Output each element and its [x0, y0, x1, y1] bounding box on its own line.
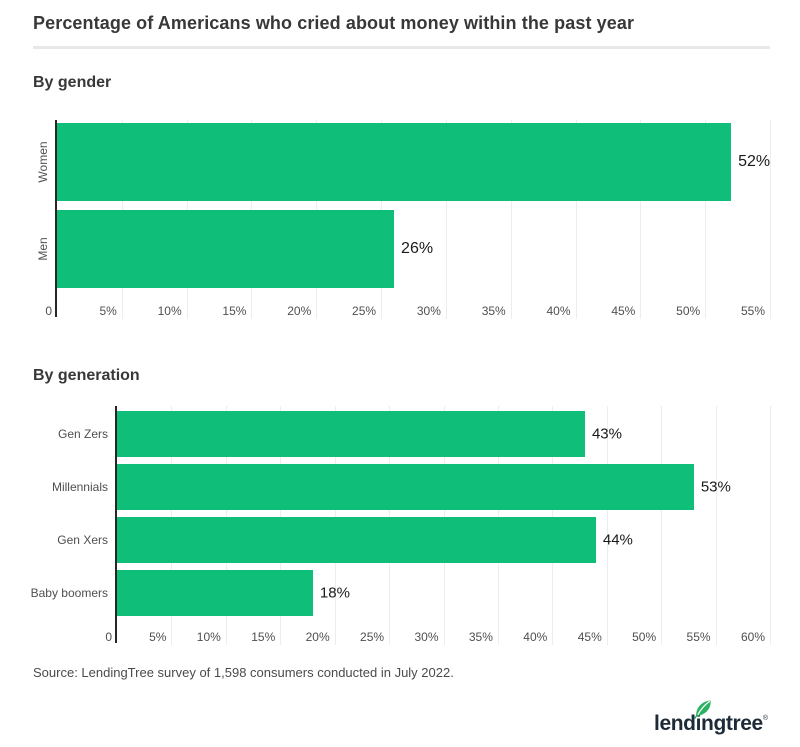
x-tick-label: 45% [611, 304, 636, 318]
gridline [770, 406, 771, 645]
gridline [705, 120, 707, 319]
x-tick-label: 45% [577, 630, 602, 644]
chart-title-gender: By gender [33, 74, 112, 91]
bar-value-label: 53% [700, 478, 731, 496]
bar-row: Baby boomers 18% [31, 570, 770, 616]
bar-row: Millennials 53% [52, 464, 770, 510]
x-tick-label: 40% [546, 304, 571, 318]
x-tick-label: 15% [251, 630, 276, 644]
gridline [510, 120, 512, 319]
gender-bar-chart: Women 52% Men 26% 0 5% 10% 15% 20% 25% 30% 35% 40% 4… [33, 120, 771, 321]
x-tick-label: 35% [468, 630, 493, 644]
x-tick-label: 35% [481, 304, 506, 318]
gridline [661, 406, 663, 645]
gridline [770, 120, 771, 319]
y-axis-line [55, 120, 57, 317]
generation-x-axis: 0 5% 10% 15% 20% 25% 30% 35% 40% 45% 50% 55% 60% [105, 621, 770, 647]
x-tick-label: 20% [305, 630, 330, 644]
generation-bar-chart: Gen Zers 43% Millennials 53% Gen Xers 44% Baby… [31, 406, 771, 647]
gender-plot-wrap: Women 52% Men 26% 0 5% 10% 15% 20% 25% 30% 35% 40% 4… [36, 120, 771, 321]
x-tick-label: 10% [196, 630, 221, 644]
source-note: Source: LendingTree survey of 1,598 cons… [33, 665, 454, 680]
x-tick-label: 10% [157, 304, 182, 318]
gridline [445, 120, 447, 319]
x-tick-label: 40% [523, 630, 548, 644]
x-tick-label: 5% [99, 304, 117, 318]
x-tick-label: 55% [740, 304, 765, 318]
category-label: Baby boomers [30, 586, 108, 600]
bar [117, 411, 585, 457]
category-label: Gen Zers [57, 427, 108, 441]
category-label: Men [36, 237, 50, 261]
gridline [575, 120, 577, 319]
bar [117, 570, 313, 616]
x-tick-label: 15% [222, 304, 247, 318]
chart-by-generation: By generation Gen Zers 43% Millennials 53% G… [31, 367, 771, 647]
bar-value-label: 44% [602, 531, 633, 549]
chart-by-gender: By gender Women 52% Men 26% 0 5% 10% 15% 20% 25%… [33, 74, 771, 321]
bar-row: Gen Zers 43% [58, 411, 770, 457]
x-tick-label: 25% [360, 630, 385, 644]
gender-x-axis: 0 5% 10% 15% 20% 25% 30% 35% 40% 45% 50% 55% [45, 295, 770, 321]
footer: lendingtree® [33, 700, 770, 736]
x-tick-label: 55% [686, 630, 711, 644]
logo-wordmark: lendingtree [654, 712, 763, 735]
gridline [715, 406, 717, 645]
x-tick-label: 50% [632, 630, 657, 644]
x-tick-label: 0 [105, 630, 112, 644]
x-tick-label: 30% [414, 630, 439, 644]
bar-row: Women 52% [36, 123, 771, 201]
category-label: Millennials [51, 480, 108, 494]
generation-plot-area: Gen Zers 43% Millennials 53% Gen Xers 44% Baby… [31, 406, 771, 645]
gridline [606, 406, 608, 645]
category-label: Women [36, 141, 50, 183]
chart-title-generation: By generation [33, 367, 140, 384]
bar-value-label: 43% [591, 425, 622, 443]
x-tick-label: 50% [676, 304, 701, 318]
bar [117, 517, 596, 563]
generation-plot-wrap: Gen Zers 43% Millennials 53% Gen Xers 44% Baby… [31, 406, 771, 647]
bar [57, 210, 395, 288]
gridline [640, 120, 642, 319]
registered-trademark-symbol: ® [762, 715, 768, 722]
category-label: Gen Xers [57, 533, 108, 547]
y-axis-line [115, 406, 117, 643]
bar [57, 123, 732, 201]
page-title: Percentage of Americans who cried about … [33, 13, 635, 33]
bar [117, 464, 694, 510]
bar-row: Gen Xers 44% [57, 517, 770, 563]
bar-value-label: 52% [738, 153, 771, 170]
x-tick-label: 30% [416, 304, 441, 318]
gender-plot-area: Women 52% Men 26% [36, 120, 771, 319]
lendingtree-logo: lendingtree® [654, 700, 768, 736]
x-tick-label: 5% [149, 630, 167, 644]
x-tick-label: 0 [45, 304, 52, 318]
title-divider [33, 46, 770, 49]
bar-row: Men 26% [36, 210, 770, 288]
bar-value-label: 18% [319, 584, 350, 602]
x-tick-label: 60% [740, 630, 765, 644]
x-tick-label: 25% [352, 304, 377, 318]
bar-value-label: 26% [401, 240, 434, 257]
leaf-icon [694, 700, 711, 719]
x-tick-label: 20% [287, 304, 312, 318]
